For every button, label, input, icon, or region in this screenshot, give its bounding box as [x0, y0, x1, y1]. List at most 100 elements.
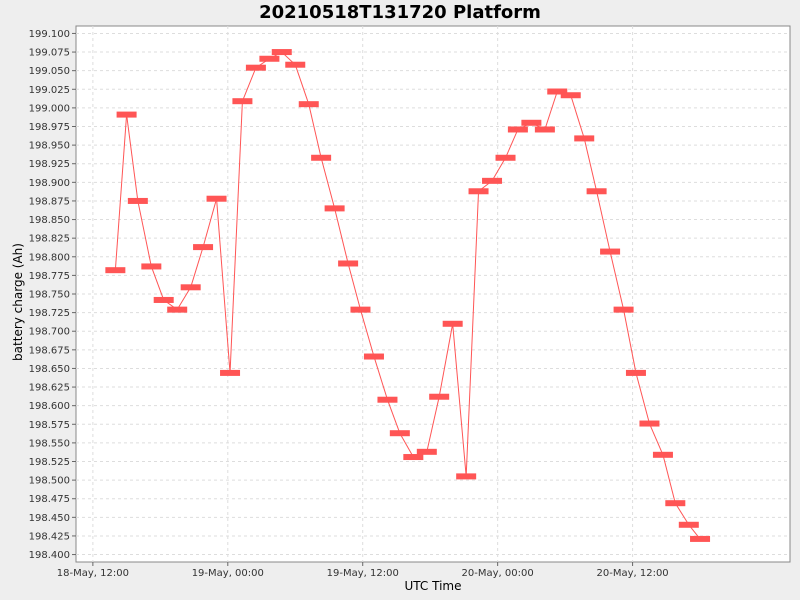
series-line-segment	[452, 323, 467, 477]
data-point-marker	[678, 521, 699, 528]
data-point-marker	[141, 263, 162, 270]
y-tick-label: 198.525	[29, 457, 70, 468]
data-point-marker	[416, 448, 437, 455]
y-tick-label: 199.000	[29, 103, 70, 114]
series-line-segment	[126, 114, 139, 202]
series-line-segment	[662, 454, 676, 504]
series-line-segment	[202, 198, 218, 248]
series-line-segment	[635, 372, 650, 424]
y-tick-label: 198.550	[29, 438, 70, 449]
series-line-segment	[176, 287, 192, 310]
y-tick-label: 198.400	[29, 550, 70, 561]
series-line-segment	[114, 114, 128, 271]
y-tick-label: 198.750	[29, 290, 70, 301]
series-line-segment	[399, 432, 414, 458]
grid-lines	[76, 26, 790, 562]
y-tick-label: 198.650	[29, 364, 70, 375]
data-point-marker	[363, 353, 384, 360]
data-point-marker	[127, 197, 148, 204]
series-line-segment	[359, 309, 375, 357]
series-line-segment	[596, 191, 611, 252]
series-line-segment	[334, 208, 349, 264]
y-tick-label: 198.600	[29, 401, 70, 412]
data-point-marker	[613, 306, 634, 313]
data-point-marker	[507, 126, 528, 133]
series-line-segment	[544, 91, 558, 130]
data-point-marker	[105, 267, 126, 274]
data-point-marker	[652, 451, 673, 458]
data-point-marker	[285, 61, 306, 68]
y-tick-label: 199.050	[29, 66, 70, 77]
data-point-marker	[574, 135, 595, 142]
data-point-marker	[232, 98, 253, 105]
data-point-marker	[153, 296, 174, 303]
y-tick-label: 198.975	[29, 122, 70, 133]
data-point-marker	[442, 320, 463, 327]
data-point-marker	[338, 260, 359, 267]
y-tick-label: 198.675	[29, 345, 70, 356]
data-point-marker	[495, 154, 516, 161]
series-line-segment	[150, 266, 165, 301]
series-line-segment	[505, 129, 519, 158]
data-point-marker	[600, 248, 621, 255]
data-point-marker	[665, 500, 686, 507]
data-point-marker	[324, 205, 345, 212]
y-tick-label: 198.925	[29, 159, 70, 170]
y-tick-label: 198.475	[29, 494, 70, 505]
data-point-marker	[206, 195, 227, 202]
series-line-segment	[465, 191, 480, 477]
data-point-marker	[456, 473, 477, 480]
y-tick-label: 198.725	[29, 308, 70, 319]
y-tick-label: 198.700	[29, 327, 70, 338]
y-axis-ticks: 198.400 198.425 198.450 198.475 198.500 198.5…	[29, 29, 76, 561]
x-tick-label: 19-May, 00:00	[192, 568, 264, 579]
y-tick-label: 199.075	[29, 48, 70, 59]
data-point-marker	[116, 111, 137, 118]
x-tick-label: 18-May, 12:00	[57, 568, 129, 579]
y-tick-label: 198.950	[29, 141, 70, 152]
y-tick-label: 198.800	[29, 252, 70, 263]
series-line-segment	[570, 95, 585, 139]
data-point-marker	[429, 393, 450, 400]
data-point-marker	[625, 369, 646, 376]
data-point-marker	[690, 535, 711, 542]
x-axis-label: UTC Time	[405, 579, 462, 593]
series-line-segment	[229, 101, 243, 373]
data-point-marker	[193, 244, 214, 251]
y-tick-label: 199.100	[29, 29, 70, 40]
data-point-marker	[298, 101, 319, 108]
series-line-segment	[674, 502, 690, 526]
series-line-segment	[320, 157, 336, 209]
data-point-marker	[167, 306, 188, 313]
data-point-marker	[560, 92, 581, 99]
series-line-segment	[609, 251, 625, 310]
data-point-marker	[311, 154, 332, 161]
data-point-marker	[259, 55, 280, 62]
y-tick-label: 199.025	[29, 85, 70, 96]
series-line-segment	[241, 67, 257, 102]
series-line-segment	[491, 157, 506, 182]
data-point-marker	[521, 119, 542, 126]
x-tick-label: 20-May, 12:00	[596, 568, 668, 579]
data-point-marker	[180, 284, 201, 291]
data-point-marker	[389, 430, 410, 437]
data-point-marker	[403, 454, 424, 461]
y-tick-label: 198.500	[29, 476, 70, 487]
y-tick-label: 198.575	[29, 420, 70, 431]
data-point-marker	[534, 126, 555, 133]
series-line-segment	[216, 198, 231, 373]
series-line-segment	[137, 200, 152, 267]
data-point-marker	[377, 396, 398, 403]
series-line-segment	[308, 104, 322, 158]
data-point-marker	[350, 306, 371, 313]
data-point-marker	[245, 64, 266, 71]
series-line-segment	[583, 138, 598, 192]
y-axis-label: battery charge (Ah)	[11, 243, 25, 361]
data-point-marker	[220, 369, 241, 376]
y-tick-label: 198.850	[29, 215, 70, 226]
y-tick-label: 198.775	[29, 271, 70, 282]
y-tick-label: 198.450	[29, 513, 70, 524]
series-line-segment	[623, 309, 637, 374]
